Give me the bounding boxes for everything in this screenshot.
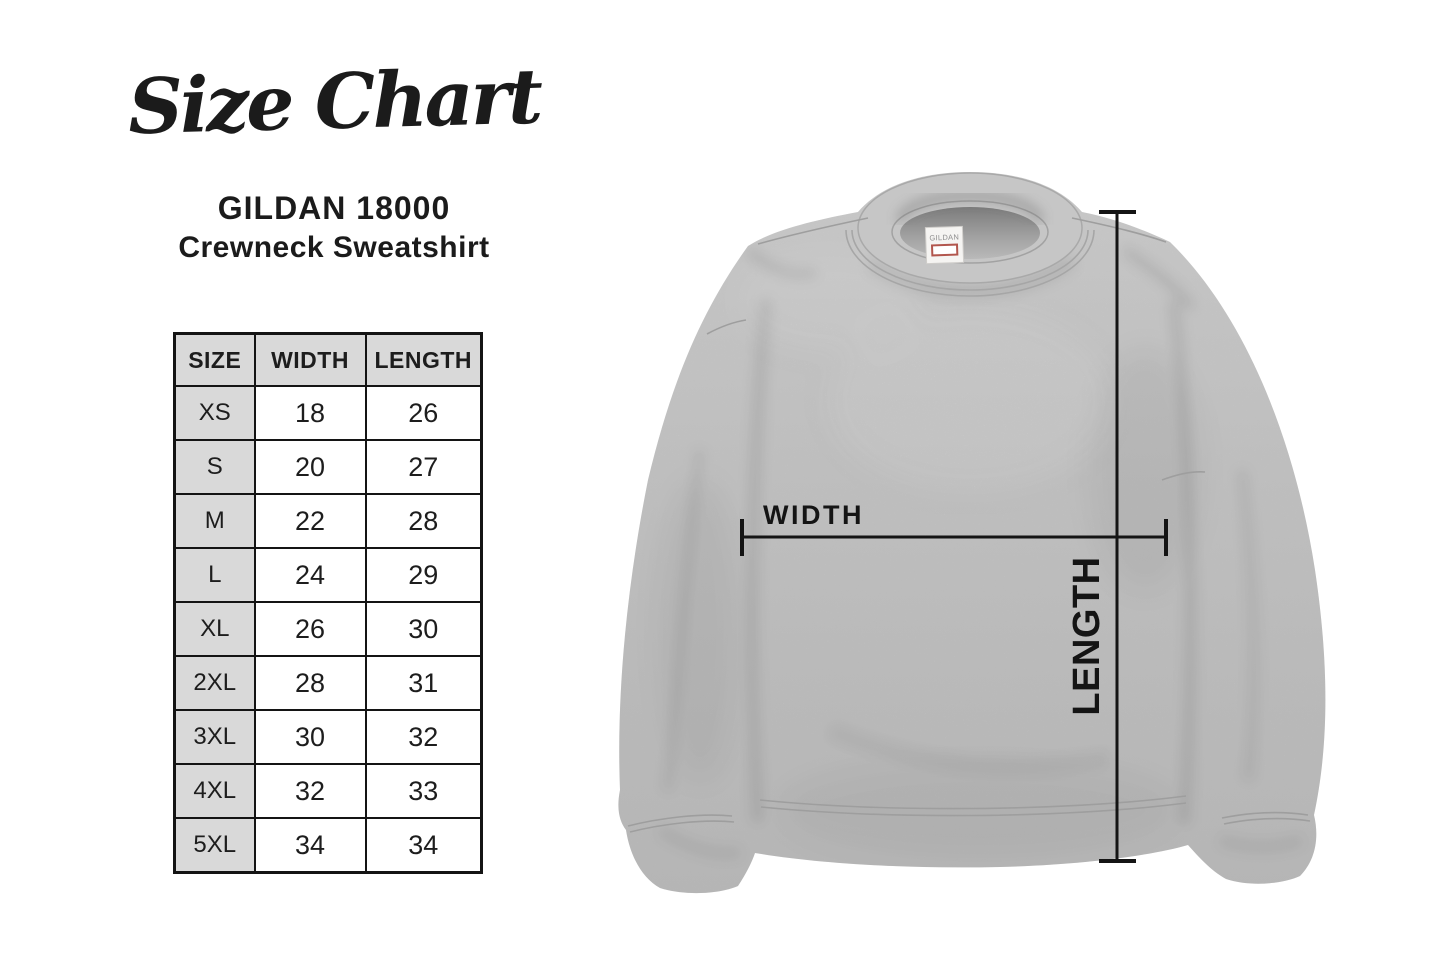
- length-cell: 33: [364, 763, 483, 819]
- width-cell: 18: [253, 385, 367, 441]
- brand-tag-label: GILDAN: [929, 232, 959, 242]
- width-cell: 20: [253, 439, 367, 495]
- width-cell: 28: [253, 655, 367, 711]
- width-cell: 26: [253, 601, 367, 657]
- table-row: M 22 28: [173, 493, 483, 549]
- width-cell: 24: [253, 547, 367, 603]
- length-cell: 29: [364, 547, 483, 603]
- product-model: GILDAN 18000: [217, 190, 451, 226]
- tag-care-label: [930, 243, 959, 257]
- length-cell: 28: [364, 493, 483, 549]
- page-title: Size Chart: [126, 51, 542, 152]
- size-cell: L: [173, 547, 256, 603]
- table-row: XS 18 26: [173, 385, 483, 441]
- size-cell: XL: [173, 601, 256, 657]
- length-cell: 32: [364, 709, 483, 765]
- length-cell: 31: [364, 655, 483, 711]
- product-name: Crewneck Sweatshirt: [178, 231, 490, 264]
- width-cell: 34: [253, 817, 367, 874]
- width-cell: 30: [253, 709, 367, 765]
- length-cell: 26: [364, 385, 483, 441]
- length-cell: 30: [364, 601, 483, 657]
- width-measure-line: [740, 519, 1168, 556]
- seam-lines: [627, 217, 1311, 833]
- table-row: L 24 29: [173, 547, 483, 603]
- length-cell: 34: [364, 817, 483, 874]
- brand-tag: GILDAN: [924, 225, 965, 265]
- length-cell: 27: [364, 439, 483, 495]
- table-row: 3XL 30 32: [173, 709, 483, 765]
- size-cell: S: [173, 439, 256, 495]
- table-row: 2XL 28 31: [173, 655, 483, 711]
- length-label: LENGTH: [1066, 556, 1108, 715]
- sweatshirt-illustration: GILDAN: [618, 172, 1326, 894]
- width-cell: 32: [253, 763, 367, 819]
- column-header-size: SIZE: [173, 332, 256, 387]
- table-row: 5XL 34 34: [173, 817, 483, 874]
- width-label: WIDTH: [763, 500, 864, 530]
- table-row: XL 26 30: [173, 601, 483, 657]
- table-header-row: SIZE WIDTH LENGTH: [173, 332, 483, 387]
- size-cell: 3XL: [173, 709, 256, 765]
- collar: [845, 172, 1095, 297]
- table-row: 4XL 32 33: [173, 763, 483, 819]
- size-cell: 2XL: [173, 655, 256, 711]
- length-measure-line: [1099, 210, 1136, 863]
- width-cell: 22: [253, 493, 367, 549]
- size-cell: 5XL: [173, 817, 256, 874]
- column-header-width: WIDTH: [253, 332, 367, 387]
- measurement-overlay: WIDTH LENGTH: [740, 210, 1168, 863]
- column-header-length: LENGTH: [364, 332, 483, 387]
- size-cell: 4XL: [173, 763, 256, 819]
- table-row: S 20 27: [173, 439, 483, 495]
- size-cell: XS: [173, 385, 256, 441]
- sweatshirt-diagram: GILDAN: [618, 172, 1326, 894]
- size-table: SIZE WIDTH LENGTH XS 18 26 S 20 27 M 22 …: [173, 332, 483, 874]
- size-cell: M: [173, 493, 256, 549]
